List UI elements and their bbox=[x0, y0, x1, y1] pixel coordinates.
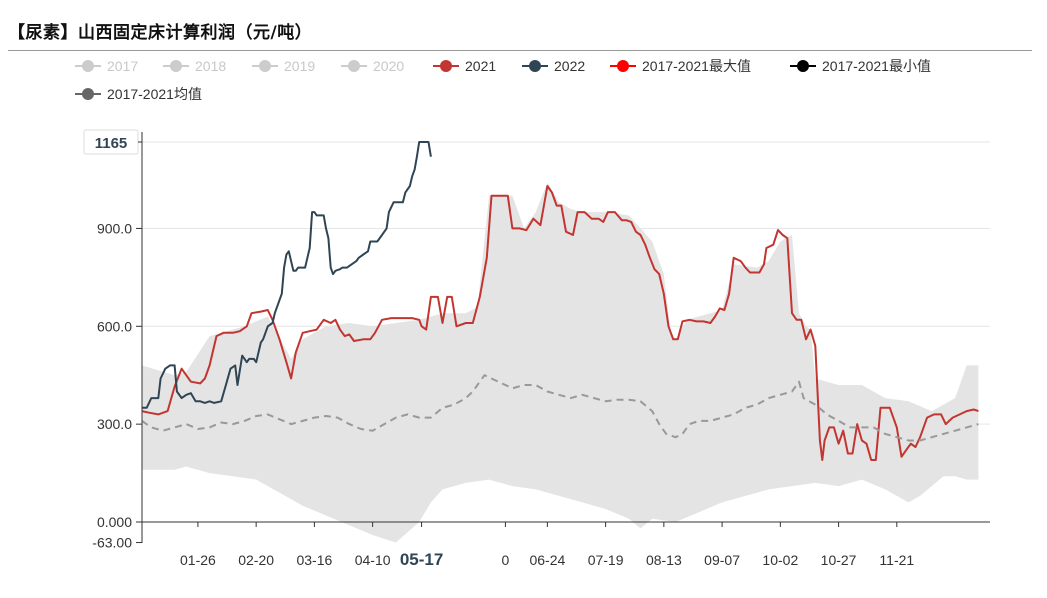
legend-label: 2017-2021最小值 bbox=[822, 58, 931, 74]
y-tick-label: 900.0 bbox=[97, 220, 132, 236]
x-tick-label: 08-13 bbox=[646, 552, 682, 568]
legend-marker bbox=[440, 60, 452, 72]
y-tick-label: 300.0 bbox=[97, 416, 132, 432]
legend-label: 2018 bbox=[195, 58, 226, 74]
legend-marker bbox=[529, 60, 541, 72]
legend-item[interactable]: 2017-2021均值 bbox=[75, 86, 202, 102]
y-tick-label: 600.0 bbox=[97, 318, 132, 334]
y-max-label: 1165 bbox=[95, 135, 128, 152]
legend-label: 2022 bbox=[554, 58, 585, 74]
x-tick-label: 11-21 bbox=[879, 552, 914, 568]
x-tick-label: 07-19 bbox=[588, 552, 624, 568]
legend-item[interactable]: 2017-2021最大值 bbox=[610, 58, 751, 74]
legend-item[interactable]: 2018 bbox=[163, 58, 226, 74]
legend-label: 2017 bbox=[107, 58, 138, 74]
legend-item[interactable]: 2019 bbox=[252, 58, 315, 74]
legend: 2017 2018 2019 2020 2021 2022 2017-2021最大值 2017… bbox=[75, 58, 931, 102]
x-tick-label: 10-02 bbox=[762, 552, 798, 568]
legend-marker bbox=[259, 60, 271, 72]
x-tick-label: 03-16 bbox=[296, 552, 332, 568]
x-tick-label: 02-20 bbox=[238, 552, 274, 568]
x-tick-label: 0 bbox=[502, 552, 510, 568]
x-tick-label: 01-26 bbox=[180, 552, 216, 568]
legend-item[interactable]: 2022 bbox=[522, 58, 585, 74]
legend-marker bbox=[617, 60, 629, 72]
legend-label: 2021 bbox=[465, 58, 496, 74]
x-tick-label: 06-24 bbox=[529, 552, 565, 568]
x-tick-label: 10-27 bbox=[821, 552, 857, 568]
legend-marker bbox=[82, 60, 94, 72]
band-area bbox=[142, 182, 979, 543]
legend-marker bbox=[348, 60, 360, 72]
legend-item[interactable]: 2017 bbox=[75, 58, 138, 74]
series-line-2021 bbox=[141, 185, 979, 461]
legend-marker bbox=[82, 88, 94, 100]
legend-item[interactable]: 2017-2021最小值 bbox=[790, 58, 931, 74]
legend-label: 2019 bbox=[284, 58, 315, 74]
series-line-2022 bbox=[142, 141, 432, 409]
axes: 0.000 300.0 600.0 900.0 -63.00 1165 01-26 02-20… bbox=[83, 129, 990, 569]
band-max-min-area bbox=[142, 182, 979, 543]
legend-marker bbox=[170, 60, 182, 72]
x-tick-label: 04-10 bbox=[355, 552, 391, 568]
legend-label: 2017-2021最大值 bbox=[642, 58, 751, 74]
y-tick-label: 0.000 bbox=[97, 514, 132, 530]
legend-label: 2017-2021均值 bbox=[107, 86, 202, 102]
x-tick-label: 05-17 bbox=[400, 550, 443, 569]
legend-label: 2020 bbox=[373, 58, 404, 74]
series-line-2017-2021均值 bbox=[141, 374, 979, 442]
y-min-label: -63.00 bbox=[92, 535, 132, 551]
x-tick-label: 09-07 bbox=[704, 552, 740, 568]
chart-title: 【尿素】山西固定床计算利润（元/吨） bbox=[8, 23, 313, 43]
legend-item[interactable]: 2020 bbox=[341, 58, 404, 74]
legend-item[interactable]: 2021 bbox=[433, 58, 496, 74]
title-divider bbox=[8, 50, 1032, 51]
legend-marker bbox=[797, 60, 809, 72]
series-lines bbox=[141, 141, 979, 461]
